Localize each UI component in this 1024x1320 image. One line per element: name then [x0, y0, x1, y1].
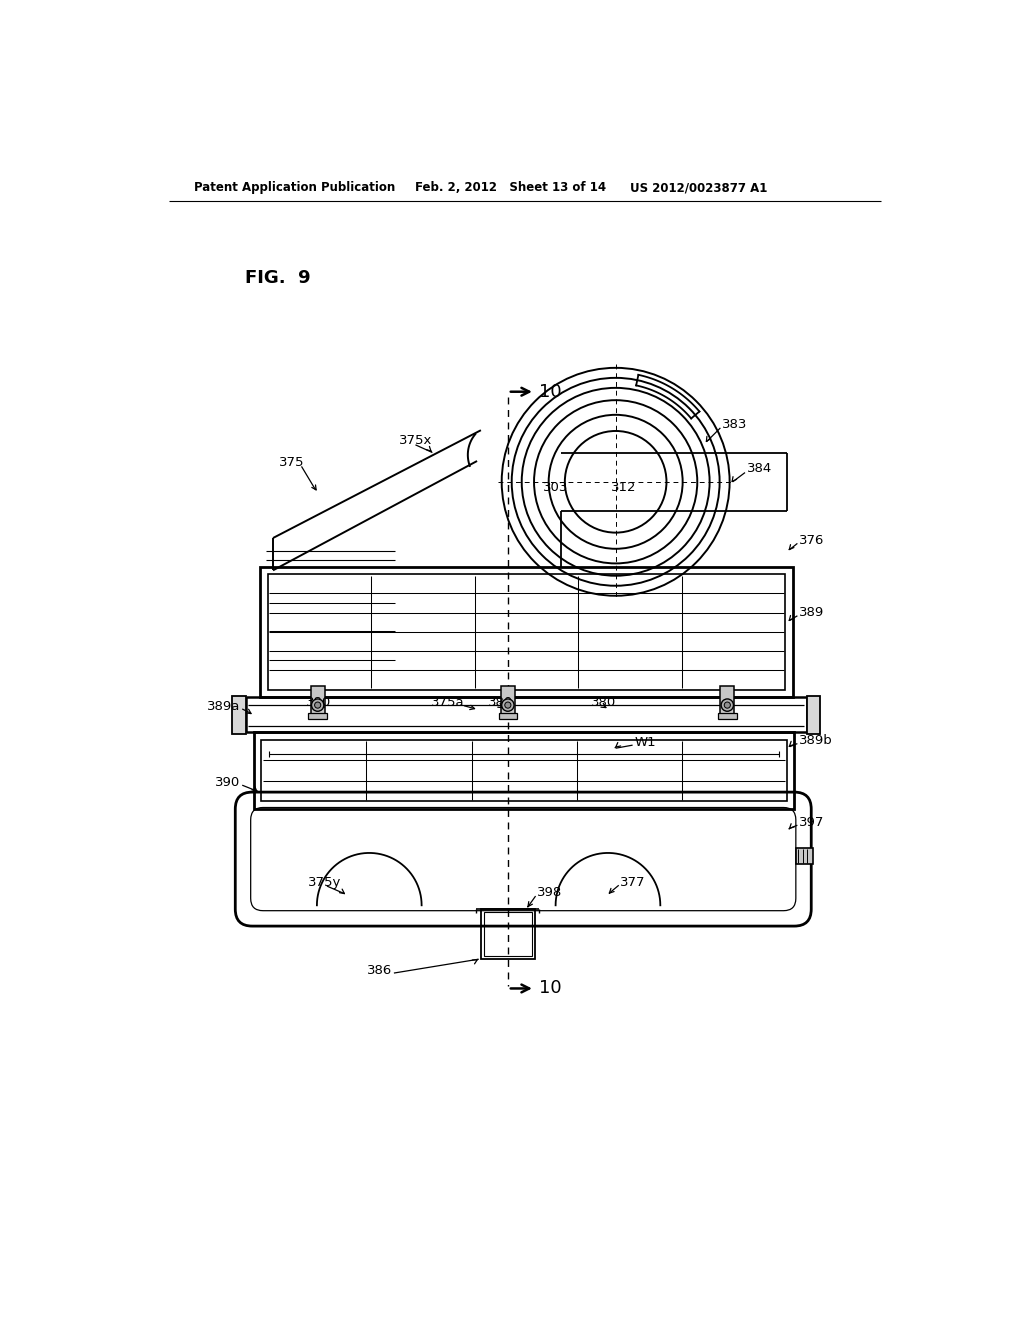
Circle shape [505, 702, 511, 709]
Text: 375a: 375a [431, 696, 465, 709]
Text: W1: W1 [635, 735, 656, 748]
Bar [260, 566, 793, 697]
Text: 10: 10 [539, 383, 561, 401]
Circle shape [311, 700, 324, 711]
Circle shape [502, 700, 514, 711]
Text: 389b: 389b [799, 734, 833, 747]
Text: 384: 384 [746, 462, 772, 475]
Bar [720, 686, 734, 715]
Text: 10: 10 [539, 979, 561, 998]
Text: 386: 386 [368, 964, 392, 977]
Text: 390: 390 [215, 776, 241, 788]
Text: US 2012/0023877 A1: US 2012/0023877 A1 [630, 181, 767, 194]
Bar [254, 733, 795, 809]
Text: 397: 397 [799, 816, 824, 829]
Circle shape [724, 702, 730, 709]
Bar [499, 713, 517, 719]
Text: 375: 375 [280, 455, 305, 469]
Text: 375y: 375y [307, 875, 341, 888]
Circle shape [721, 700, 733, 711]
Bar [796, 847, 813, 865]
Text: 312: 312 [610, 482, 636, 495]
Text: 375x: 375x [398, 434, 432, 446]
Text: 383: 383 [722, 417, 748, 430]
Bar [310, 686, 325, 715]
Text: 377: 377 [621, 875, 646, 888]
Bar [232, 696, 246, 734]
Text: 376: 376 [799, 533, 824, 546]
Bar [308, 713, 327, 719]
Text: Patent Application Publication: Patent Application Publication [194, 181, 395, 194]
Text: 398: 398 [538, 887, 562, 899]
Bar [481, 909, 535, 960]
Text: 380: 380 [306, 696, 332, 709]
Bar [484, 912, 531, 956]
Bar [501, 686, 515, 715]
Text: FIG.  9: FIG. 9 [245, 269, 310, 286]
Bar [261, 739, 786, 801]
Bar [718, 713, 736, 719]
Bar [807, 696, 820, 734]
Circle shape [314, 702, 321, 709]
Text: 389a: 389a [207, 700, 241, 713]
Text: Feb. 2, 2012   Sheet 13 of 14: Feb. 2, 2012 Sheet 13 of 14 [416, 181, 606, 194]
Bar [267, 574, 785, 689]
Text: 380: 380 [591, 696, 616, 709]
Text: 380: 380 [487, 696, 513, 709]
Text: 303: 303 [543, 482, 568, 495]
Text: 389: 389 [799, 606, 824, 619]
